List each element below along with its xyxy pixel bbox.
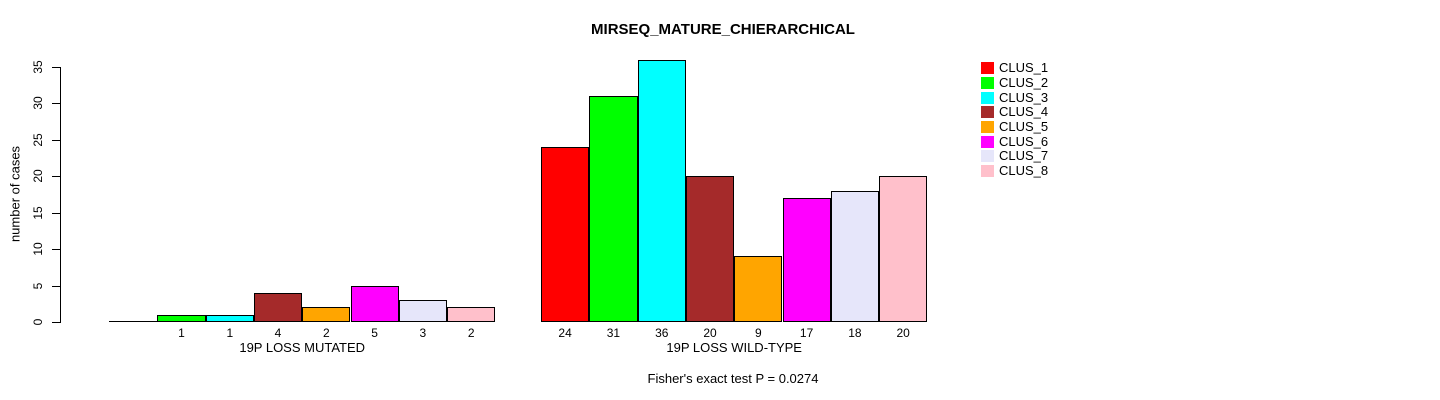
legend-item: CLUS_2 <box>981 76 1048 91</box>
legend-swatch <box>981 165 994 178</box>
legend-swatch <box>981 91 994 104</box>
chart-title: MIRSEQ_MATURE_CHIERARCHICAL <box>591 21 855 38</box>
legend-label: CLUS_1 <box>999 60 1049 76</box>
bar-value-label: 24 <box>558 326 572 340</box>
y-axis-line <box>60 67 61 323</box>
bar-clus_3 <box>637 59 686 322</box>
legend-label: CLUS_8 <box>999 163 1049 179</box>
bar-clus_2 <box>589 96 638 322</box>
bar-clus_1-zero <box>109 321 158 322</box>
bar-clus_4 <box>685 176 735 322</box>
bar-value-label: 17 <box>799 326 814 340</box>
group-label: 19P LOSS MUTATED <box>239 340 366 355</box>
legend-swatch <box>981 62 994 75</box>
bar-clus_5 <box>302 307 351 322</box>
legend-label: CLUS_4 <box>999 104 1049 120</box>
legend-swatch <box>981 150 994 163</box>
legend-swatch <box>981 77 994 90</box>
bar-clus_5 <box>734 256 783 322</box>
legend-item: CLUS_3 <box>981 90 1048 105</box>
bar-clus_7 <box>830 190 880 322</box>
y-tick-label: 0 <box>31 318 45 326</box>
bar-value-label: 36 <box>655 326 669 340</box>
legend-swatch <box>981 121 994 134</box>
legend-label: CLUS_7 <box>999 148 1049 164</box>
legend-label: CLUS_3 <box>999 89 1049 105</box>
bar-clus_1 <box>541 147 590 322</box>
y-axis-label: number of cases <box>7 145 23 243</box>
bar-value-label: 31 <box>606 326 621 340</box>
legend: CLUS_1 CLUS_2 CLUS_3 CLUS_4 CLUS_5 CLUS_6 CLUS… <box>981 61 1048 179</box>
bar-value-label: 20 <box>703 326 717 340</box>
bar-value-label: 5 <box>371 326 378 340</box>
bar-value-label: 4 <box>274 326 282 340</box>
bar-value-label: 3 <box>419 326 427 340</box>
bar-clus_4 <box>253 292 303 322</box>
y-tick-mark <box>52 249 60 251</box>
bar-value-label: 18 <box>848 326 862 340</box>
bar-value-label: 2 <box>467 326 475 340</box>
bar-value-label: 20 <box>896 326 910 340</box>
legend-item: CLUS_4 <box>981 105 1048 120</box>
y-tick-mark <box>52 285 60 287</box>
legend-item: CLUS_5 <box>981 120 1048 135</box>
bar-clus_6 <box>782 198 831 322</box>
bar-clus_3 <box>205 314 254 322</box>
y-tick-label: 25 <box>31 133 45 147</box>
y-tick-label: 10 <box>31 242 45 256</box>
y-tick-mark <box>52 139 60 141</box>
group-label: 19P LOSS WILD-TYPE <box>666 340 802 355</box>
legend-item: CLUS_8 <box>981 164 1048 179</box>
y-tick-label: 5 <box>31 282 45 289</box>
bar-value-label: 2 <box>322 326 330 340</box>
bar-clus_2 <box>157 314 206 322</box>
y-tick-mark <box>52 103 60 105</box>
bar-clus_8 <box>879 176 928 322</box>
legend-swatch <box>981 135 994 148</box>
y-tick-label: 20 <box>31 169 45 183</box>
bar-value-label: 1 <box>226 326 234 340</box>
fisher-test-annotation: Fisher's exact test P = 0.0274 <box>647 371 819 386</box>
legend-item: CLUS_6 <box>981 134 1048 149</box>
bar-value-label: 9 <box>755 326 762 340</box>
y-tick-label: 15 <box>31 206 45 220</box>
legend-item: CLUS_1 <box>981 61 1048 76</box>
bar-clus_6 <box>350 285 399 323</box>
legend-label: CLUS_2 <box>999 75 1049 91</box>
y-tick-mark <box>52 212 60 214</box>
bar-clus_7 <box>398 300 448 322</box>
y-tick-label: 30 <box>31 96 45 110</box>
y-tick-mark <box>52 176 60 178</box>
y-tick-label: 35 <box>31 60 45 74</box>
legend-label: CLUS_6 <box>999 133 1049 149</box>
bar-clus_8 <box>447 307 496 322</box>
y-tick-mark <box>52 66 60 68</box>
legend-label: CLUS_5 <box>999 119 1049 135</box>
legend-item: CLUS_7 <box>981 149 1048 164</box>
legend-swatch <box>981 106 994 119</box>
bar-value-label: 1 <box>178 326 185 340</box>
y-tick-mark <box>52 322 60 323</box>
